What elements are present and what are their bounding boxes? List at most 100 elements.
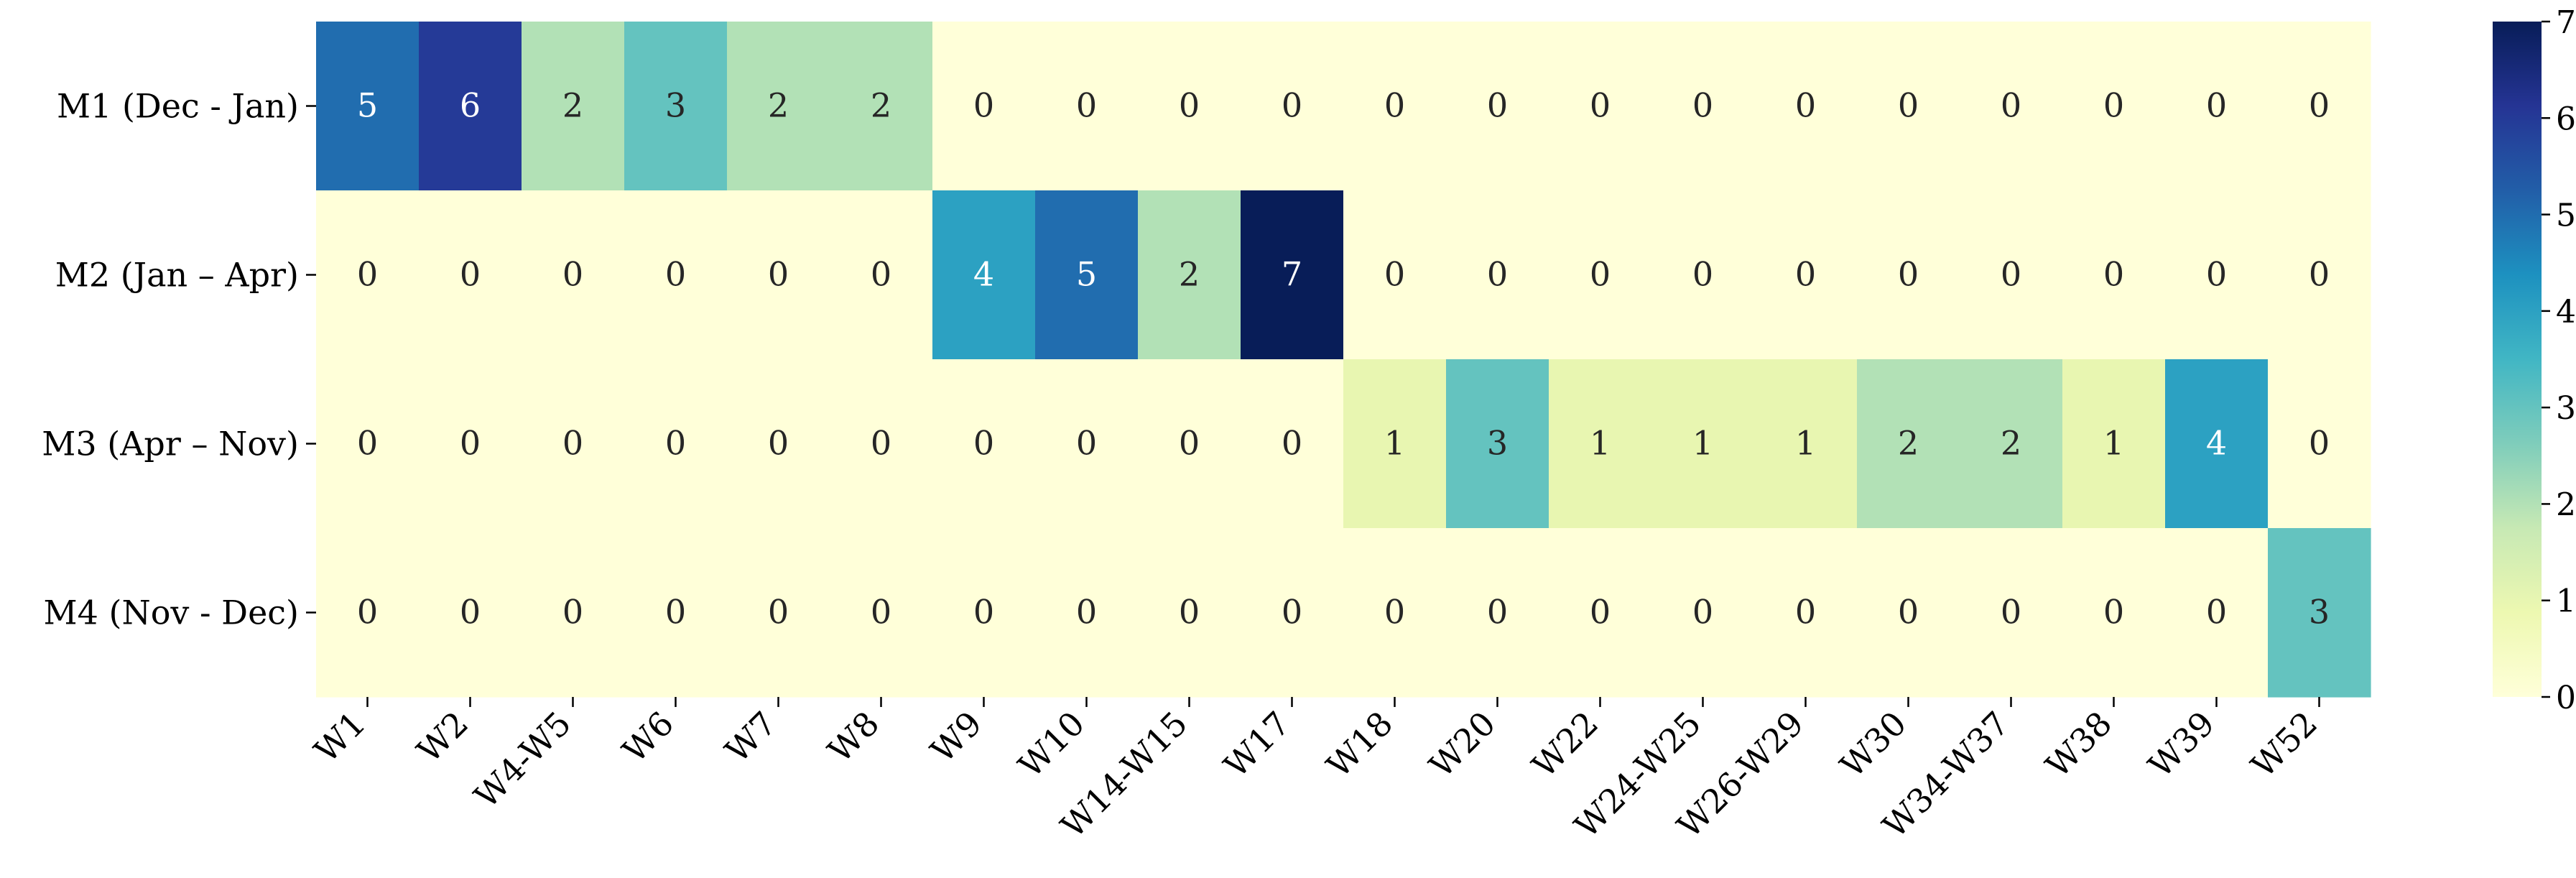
x-tick-label: W10 <box>1011 704 1092 785</box>
heatmap-cell <box>419 22 522 191</box>
cell-value: 0 <box>1179 86 1200 125</box>
colorbar-tick-label: 5 <box>2556 198 2576 234</box>
x-tick-label: W8 <box>820 704 886 770</box>
heatmap-cell <box>727 190 830 360</box>
heatmap-cell <box>1241 528 1344 698</box>
cell-value: 2 <box>2001 424 2021 463</box>
heatmap-cell <box>830 359 933 529</box>
cell-value: 0 <box>2103 255 2124 294</box>
heatmap-cell <box>1241 22 1344 191</box>
heatmap-cell <box>1651 528 1755 698</box>
cell-value: 6 <box>460 86 481 125</box>
cell-value: 0 <box>1795 86 1816 125</box>
heatmap-cell <box>830 528 933 698</box>
cell-value: 0 <box>665 424 686 463</box>
cell-value: 0 <box>1590 593 1611 632</box>
cell-value: 0 <box>460 593 481 632</box>
heatmap-cell <box>1754 22 1858 191</box>
cell-value: 1 <box>1692 424 1713 463</box>
heatmap-cell <box>316 528 420 698</box>
cell-value: 0 <box>973 86 994 125</box>
heatmap-cell <box>1241 359 1344 529</box>
heatmap-cell <box>1035 190 1139 360</box>
cell-value: 0 <box>1590 86 1611 125</box>
cell-value: 7 <box>1282 255 1302 294</box>
x-tick-label: W39 <box>2141 704 2222 785</box>
heatmap-cell <box>1857 22 1960 191</box>
heatmap-cell <box>830 22 933 191</box>
x-tick-label: W20 <box>1422 704 1503 785</box>
heatmap-cell <box>1754 528 1858 698</box>
cell-value: 2 <box>562 86 583 125</box>
heatmap-cell <box>1960 22 2063 191</box>
heatmap-cell <box>2268 22 2371 191</box>
cell-value: 0 <box>2103 593 2124 632</box>
cell-value: 0 <box>1487 86 1508 125</box>
colorbar-tick-label: 7 <box>2556 4 2576 41</box>
heatmap-cell <box>1343 359 1447 529</box>
heatmap-cell <box>1651 359 1755 529</box>
heatmap-cell <box>1549 190 1652 360</box>
cell-value: 1 <box>2103 424 2124 463</box>
heatmap-cell <box>1138 22 1241 191</box>
heatmap-cell <box>2062 528 2166 698</box>
cell-value: 0 <box>2206 86 2227 125</box>
y-tick-label: M1 (Dec - Jan) <box>57 87 299 126</box>
heatmap-cell <box>2268 528 2371 698</box>
cell-value: 0 <box>357 424 378 463</box>
colorbar-tick-label: 3 <box>2556 390 2576 427</box>
heatmap-cell <box>2268 359 2371 529</box>
heatmap-cell <box>1343 22 1447 191</box>
colorbar-gradient <box>2493 22 2542 697</box>
heatmap-cell <box>1960 190 2063 360</box>
cell-value: 0 <box>2001 86 2021 125</box>
heatmap-cell <box>1241 190 1344 360</box>
cell-annotations: 5 6 2 3 2 2 0 0 0 0 0 0 0 0 0 0 0 0 0 0 0 0 0 0 0 0 4 5 2 7 0 0 0 0 0 0 0 0 0 0… <box>357 86 2330 632</box>
cell-value: 0 <box>460 424 481 463</box>
cell-value: 0 <box>1076 424 1097 463</box>
cell-value: 4 <box>973 255 994 294</box>
y-axis: M1 (Dec - Jan) M2 (Jan – Apr) M3 (Apr – No… <box>42 87 316 632</box>
cell-value: 0 <box>1282 593 1302 632</box>
colorbar-tick-label: 2 <box>2556 486 2576 523</box>
heatmap-cell <box>727 528 830 698</box>
heatmap-cell <box>522 190 625 360</box>
heatmap-cell <box>727 359 830 529</box>
cell-value: 0 <box>1179 424 1200 463</box>
heatmap-cell <box>624 22 728 191</box>
cell-value: 0 <box>1076 593 1097 632</box>
cell-value: 0 <box>871 255 891 294</box>
cell-value: 0 <box>768 255 789 294</box>
cell-value: 5 <box>1076 255 1097 294</box>
heatmap-cell <box>522 22 625 191</box>
heatmap-cell <box>1549 22 1652 191</box>
heatmap-cell <box>1138 359 1241 529</box>
heatmap-cell <box>1651 22 1755 191</box>
cell-value: 0 <box>1590 255 1611 294</box>
heatmap-cell <box>727 22 830 191</box>
heatmap-cell <box>2165 22 2269 191</box>
cell-value: 0 <box>1795 255 1816 294</box>
cell-value: 0 <box>1487 255 1508 294</box>
x-tick-label: W22 <box>1524 704 1606 785</box>
x-tick-label: W9 <box>923 704 989 770</box>
heatmap-cell <box>932 528 1036 698</box>
heatmap-cell <box>1754 359 1858 529</box>
heatmap-cell <box>932 359 1036 529</box>
heatmap-cell <box>2165 190 2269 360</box>
heatmap-cell <box>1035 528 1139 698</box>
heatmap-cell <box>1446 190 1549 360</box>
cell-value: 0 <box>2001 255 2021 294</box>
cell-value: 0 <box>1384 593 1405 632</box>
cell-value: 0 <box>562 424 583 463</box>
cell-value: 0 <box>2001 593 2021 632</box>
cell-value: 0 <box>1487 593 1508 632</box>
x-tick-label: W1 <box>307 704 373 770</box>
heatmap-cell <box>2165 359 2269 529</box>
cell-value: 0 <box>2206 255 2227 294</box>
cell-value: 0 <box>1179 593 1200 632</box>
cell-value: 0 <box>768 424 789 463</box>
heatmap-cell <box>624 528 728 698</box>
cell-value: 0 <box>1692 86 1713 125</box>
x-tick-label: W52 <box>2243 704 2325 785</box>
